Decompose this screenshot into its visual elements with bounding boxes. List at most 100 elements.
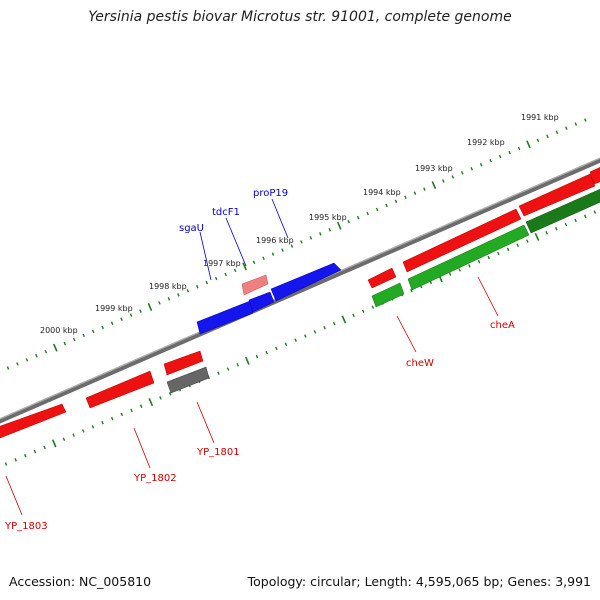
minor-tick [410, 288, 413, 293]
minor-tick [458, 268, 462, 272]
minor-tick [158, 301, 161, 305]
minor-tick [275, 346, 278, 351]
minor-tick [479, 163, 483, 167]
minor-tick [14, 458, 17, 462]
minor-tick [565, 126, 568, 130]
gene-chea-lower[interactable] [407, 224, 530, 291]
minor-tick [555, 226, 558, 231]
minor-tick [33, 449, 37, 454]
minor-tick [498, 154, 502, 159]
minor-tick [394, 199, 398, 204]
major-tick [534, 232, 540, 241]
gene-yp1802[interactable] [85, 370, 155, 409]
kbp-label: 2000 kbp [40, 326, 78, 335]
minor-tick [371, 305, 375, 309]
minor-tick [319, 232, 322, 236]
minor-tick [91, 425, 95, 429]
gene-chew-upper[interactable] [367, 267, 397, 289]
minor-tick [323, 326, 326, 330]
gene-chew-lower[interactable] [371, 282, 405, 308]
label-yp1801[interactable]: YP_1801 [196, 447, 240, 458]
minor-tick [584, 118, 587, 122]
minor-tick [489, 158, 492, 163]
minor-tick [294, 338, 297, 342]
minor-tick [347, 219, 350, 224]
minor-tick [508, 150, 511, 155]
minor-tick [517, 146, 521, 151]
kbp-label: 1999 kbp [95, 304, 133, 313]
minor-tick [583, 214, 587, 219]
gene-yp1801-upper[interactable] [163, 350, 204, 376]
gene-prop19[interactable] [270, 262, 342, 302]
minor-tick [555, 130, 559, 134]
major-tick [341, 315, 347, 324]
major-tick [147, 302, 153, 312]
minor-tick [545, 231, 548, 235]
minor-tick [4, 462, 8, 466]
minor-tick [24, 454, 27, 458]
minor-tick [120, 412, 124, 417]
minor-tick [332, 321, 336, 326]
minor-tick [352, 313, 355, 318]
minor-tick [159, 396, 162, 400]
minor-tick [413, 191, 417, 195]
minor-tick [516, 243, 519, 247]
gene-sgau[interactable] [196, 300, 254, 335]
gene-yp1803[interactable] [0, 403, 67, 440]
accession-text: Accession: NC_005810 [9, 574, 152, 589]
gene-chea-upper[interactable] [402, 208, 522, 273]
kbp-label: 1997 kbp [203, 259, 241, 268]
minor-tick [25, 358, 29, 362]
gene-blue-small[interactable] [248, 291, 275, 313]
label-yp1803[interactable]: YP_1803 [4, 521, 48, 532]
gene-tdcf1[interactable] [241, 274, 269, 296]
label-prop19[interactable]: proP19 [253, 188, 288, 199]
minor-tick [546, 134, 549, 139]
major-tick [148, 398, 154, 407]
minor-tick [404, 195, 407, 199]
kbp-label: 1994 kbp [363, 188, 401, 197]
major-tick [526, 140, 531, 149]
minor-tick [468, 264, 471, 268]
kbp-label: 1995 kbp [309, 213, 347, 222]
label-chew[interactable]: cheW [406, 358, 434, 369]
minor-tick [91, 329, 95, 334]
minor-tick [451, 175, 455, 179]
gene-lower-right[interactable] [525, 187, 600, 234]
minor-tick [442, 179, 445, 183]
label-yp1802[interactable]: YP_1802 [133, 473, 177, 484]
minor-tick [375, 207, 379, 212]
minor-tick [255, 354, 259, 359]
minor-tick [101, 325, 104, 330]
label-sgau[interactable]: sgaU [179, 223, 204, 234]
minor-tick [16, 362, 19, 366]
label-tdcf1[interactable]: tdcF1 [212, 207, 240, 218]
minor-tick [290, 244, 294, 248]
minor-tick [205, 280, 209, 285]
minor-tick [252, 260, 256, 265]
minor-tick [487, 255, 490, 260]
minor-tick [262, 256, 265, 260]
minor-tick [226, 367, 230, 371]
major-tick [51, 439, 57, 448]
kbp-label: 1998 kbp [149, 282, 187, 291]
label-chea[interactable]: cheA [490, 320, 515, 331]
gene-row-upper-red [0, 165, 600, 440]
gene-upper-right-1[interactable] [518, 173, 596, 217]
minor-tick [385, 203, 388, 208]
minor-tick [574, 122, 578, 126]
red-gene-labels: cheA cheW YP_1801 YP_1802 YP_1803 [4, 276, 515, 532]
minor-tick [82, 333, 85, 338]
gene-upper-right-2[interactable] [589, 165, 600, 185]
minor-tick [214, 276, 218, 281]
minor-tick [233, 268, 237, 273]
minor-tick [195, 284, 199, 289]
minor-tick [236, 363, 239, 367]
minor-tick [224, 272, 227, 277]
minor-tick [281, 248, 284, 252]
gene-row-lower [166, 187, 600, 394]
minor-tick [43, 445, 46, 450]
minor-tick [356, 215, 360, 220]
kbp-label: 1996 kbp [256, 236, 294, 245]
gene-yp1801-lower[interactable] [166, 366, 210, 394]
